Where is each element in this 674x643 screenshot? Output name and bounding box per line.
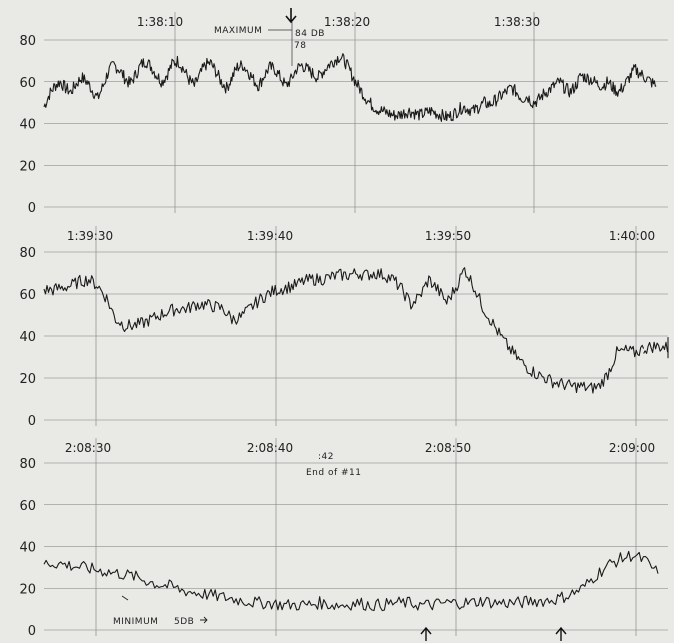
y-tick-label: 0 [28, 414, 36, 429]
time-label: 1:38:20 [324, 15, 370, 29]
time-label: 2:09:00 [609, 441, 655, 455]
data-line [43, 550, 659, 612]
y-tick-label: 60 [19, 76, 36, 91]
time-label: 1:39:30 [67, 229, 113, 243]
data-line [43, 53, 657, 122]
y-tick-label: 60 [19, 499, 36, 514]
end-label: End of #11 [306, 468, 362, 478]
time-label: 2:08:30 [65, 441, 111, 455]
y-tick-label: 20 [19, 372, 36, 387]
minimum-value: 5DB [174, 617, 194, 627]
y-tick-label: 20 [19, 582, 36, 597]
up-arrow-icon [555, 626, 567, 641]
y-tick-label: 40 [19, 118, 36, 133]
y-tick-label: 80 [19, 457, 36, 472]
y-tick-label: 80 [19, 34, 36, 49]
y-tick-label: 0 [28, 201, 36, 216]
up-arrow-icon [420, 626, 432, 641]
y-tick-label: 40 [19, 330, 36, 345]
y-tick-label: 80 [19, 246, 36, 261]
y-tick-label: 0 [28, 624, 36, 639]
time-label: 1:38:30 [494, 15, 540, 29]
y-tick-label: 60 [19, 288, 36, 303]
time-label: 2:08:40 [247, 441, 293, 455]
data-line [643, 337, 669, 359]
time-label: 1:40:00 [609, 229, 655, 243]
minimum-tick-mark [121, 595, 129, 601]
y-tick-label: 40 [19, 541, 36, 556]
maximum-value: 84 DB [295, 29, 325, 39]
minimum-label: MINIMUM [113, 617, 158, 627]
time-label: 1:39:50 [425, 229, 471, 243]
time-label: 1:39:40 [247, 229, 293, 243]
maximum-arrow-icon [285, 8, 297, 24]
small-mark-label: :42 [318, 452, 334, 462]
time-label: 2:08:50 [425, 441, 471, 455]
maximum-sub-value: 78 [294, 41, 306, 51]
data-line [43, 267, 645, 394]
maximum-label: MAXIMUM [214, 26, 262, 36]
minimum-arrow-icon [200, 616, 208, 624]
time-label: 1:38:10 [137, 15, 183, 29]
y-tick-label: 20 [19, 159, 36, 174]
